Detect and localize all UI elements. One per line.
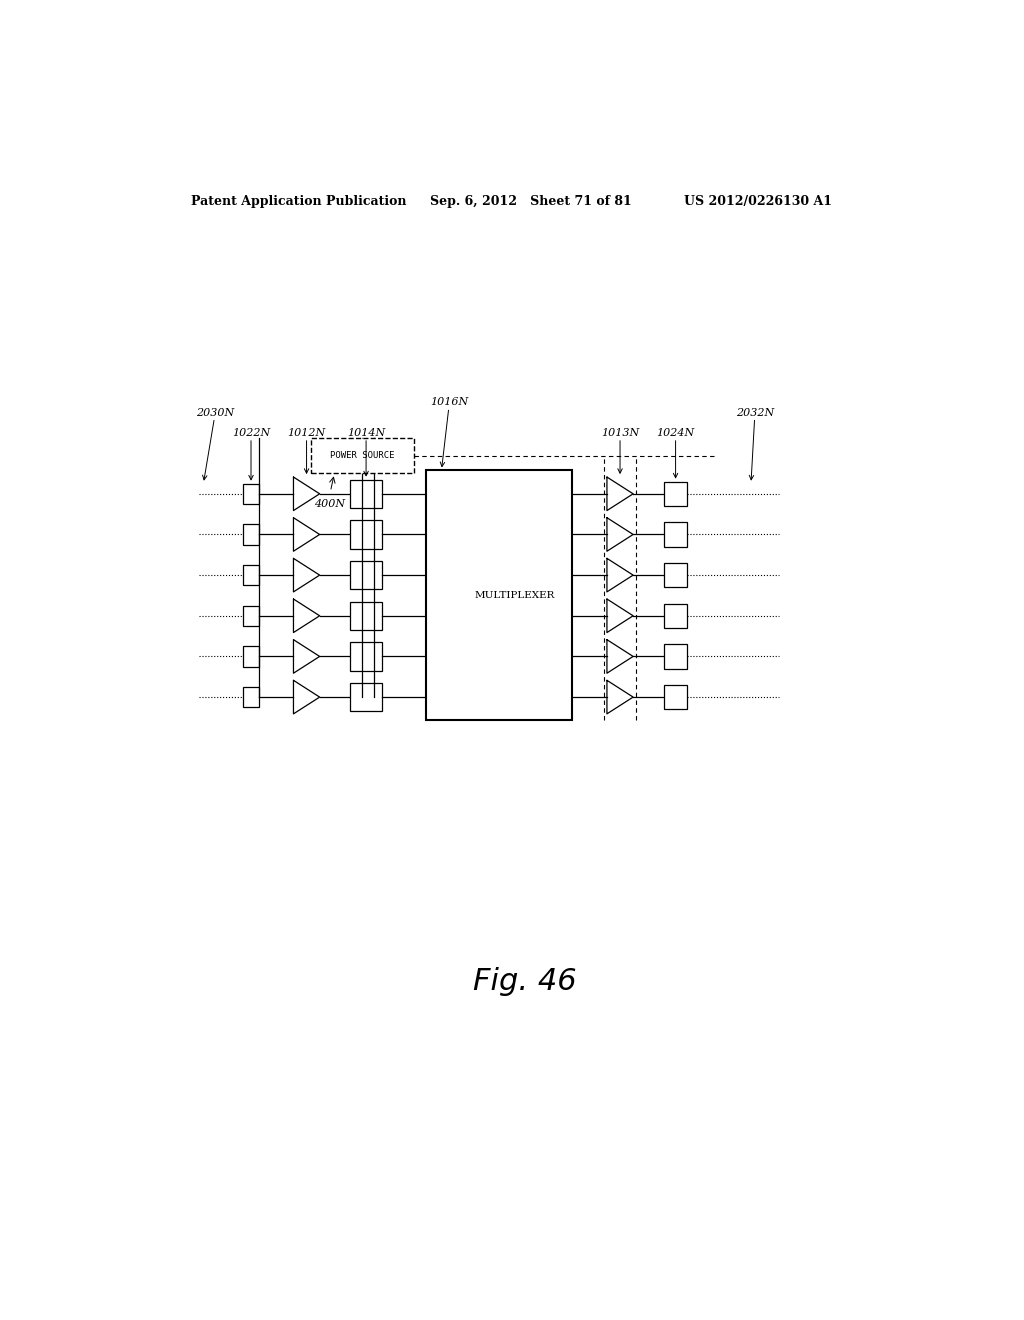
Text: Fig. 46: Fig. 46	[473, 968, 577, 997]
Bar	[664, 562, 687, 587]
Text: 1024N: 1024N	[656, 428, 694, 478]
Bar	[664, 685, 687, 709]
Text: 1016N: 1016N	[430, 397, 469, 466]
Text: 2030N: 2030N	[197, 408, 234, 480]
Bar	[664, 603, 687, 628]
Bar	[243, 565, 259, 585]
Bar	[243, 686, 259, 708]
Bar	[664, 523, 687, 546]
Bar	[243, 606, 259, 626]
Bar	[350, 643, 382, 671]
Bar	[350, 682, 382, 711]
Text: 1022N: 1022N	[231, 428, 270, 479]
Bar	[243, 483, 259, 504]
Bar	[350, 602, 382, 630]
Text: MULTIPLEXER: MULTIPLEXER	[475, 591, 555, 601]
Bar	[426, 470, 572, 721]
Text: 1014N: 1014N	[347, 428, 385, 475]
Text: Sep. 6, 2012   Sheet 71 of 81: Sep. 6, 2012 Sheet 71 of 81	[430, 194, 632, 207]
Bar	[350, 479, 382, 508]
Text: 1013N: 1013N	[601, 428, 639, 473]
Text: 400N: 400N	[314, 499, 346, 510]
Bar	[350, 520, 382, 549]
Text: 1012N: 1012N	[288, 428, 326, 473]
Text: POWER SOURCE: POWER SOURCE	[330, 451, 394, 461]
Text: US 2012/0226130 A1: US 2012/0226130 A1	[684, 194, 831, 207]
Text: Patent Application Publication: Patent Application Publication	[191, 194, 407, 207]
Bar	[243, 524, 259, 545]
Bar	[243, 647, 259, 667]
Bar	[664, 482, 687, 506]
Text: 2032N: 2032N	[736, 408, 774, 479]
Bar	[664, 644, 687, 669]
Bar	[350, 561, 382, 589]
Bar	[310, 438, 414, 474]
